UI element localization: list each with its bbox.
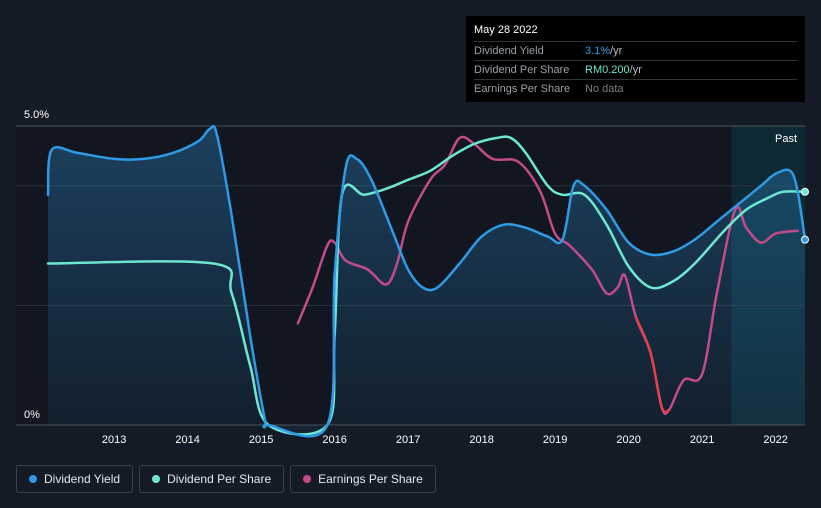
- dividend-yield-area: [48, 126, 805, 437]
- y-tick-label: 0%: [24, 409, 40, 421]
- legend-dot-icon: [303, 475, 312, 483]
- chart-area: 5.0% 0% 2013 2014 2015 2016 2017 2018 2019 2020 20…: [16, 109, 809, 446]
- legend-label: Dividend Per Share: [167, 472, 272, 486]
- tooltip: May 28 2022 Dividend Yield 3.1% /yr Divi…: [466, 16, 805, 102]
- earnings-per-share-line: [296, 135, 799, 416]
- tooltip-unit: /yr: [629, 64, 642, 76]
- x-tick-label: 2014: [175, 434, 199, 446]
- x-tick-label: 2020: [616, 434, 640, 446]
- earnings-per-share-decline-segment: [634, 316, 671, 414]
- tooltip-row-dividend-yield: Dividend Yield 3.1% /yr: [474, 41, 797, 60]
- tooltip-row-dividend-per-share: Dividend Per Share RM0.200 /yr: [474, 60, 797, 79]
- x-tick-label: 2013: [102, 434, 126, 446]
- tooltip-value: RM0.200: [585, 64, 630, 76]
- legend-label: Dividend Yield: [44, 472, 121, 486]
- x-tick-label: 2017: [396, 434, 420, 446]
- legend-dot-icon: [29, 475, 37, 483]
- tooltip-date: May 28 2022: [474, 24, 538, 36]
- x-tick-label: 2018: [469, 434, 493, 446]
- tooltip-label: Dividend Yield: [474, 45, 544, 57]
- tooltip-unit: /yr: [610, 45, 623, 57]
- x-tick-label: 2021: [690, 434, 714, 446]
- dividend-yield-line: [46, 124, 807, 438]
- dividend-yield-end-marker: [801, 235, 809, 244]
- tooltip-label: Earnings Per Share: [474, 83, 570, 95]
- x-tick-label: 2019: [543, 434, 567, 446]
- x-tick-label: 2022: [763, 434, 787, 446]
- dividend-per-share-line: [46, 135, 807, 436]
- y-tick-label: 5.0%: [24, 109, 49, 121]
- tooltip-label: Dividend Per Share: [474, 64, 570, 76]
- x-tick-label: 2015: [249, 434, 273, 446]
- legend-dot-icon: [152, 475, 161, 483]
- legend-item-earnings-per-share[interactable]: Earnings Per Share: [290, 465, 436, 493]
- legend: Dividend Yield Dividend Per Share Earnin…: [16, 465, 436, 493]
- legend-item-dividend-per-share[interactable]: Dividend Per Share: [139, 465, 285, 493]
- legend-item-dividend-yield[interactable]: Dividend Yield: [16, 465, 134, 493]
- x-tick-label: 2016: [322, 434, 346, 446]
- tooltip-row-earnings-per-share: Earnings Per Share No data: [474, 79, 797, 98]
- tooltip-value: No data: [585, 83, 624, 95]
- tooltip-value: 3.1%: [585, 45, 611, 57]
- legend-label: Earnings Per Share: [318, 472, 423, 486]
- past-label: Past: [775, 133, 797, 145]
- dividend-per-share-end-marker: [801, 187, 809, 196]
